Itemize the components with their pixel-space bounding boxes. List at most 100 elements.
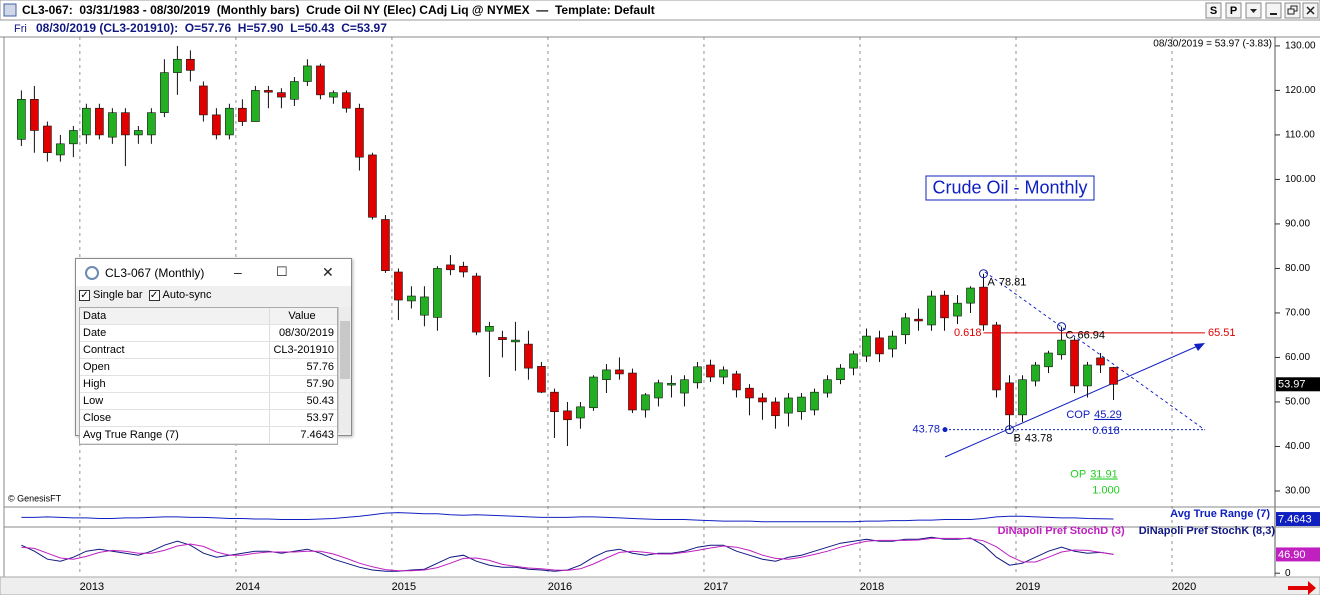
title-bar [0,0,1320,21]
restore-icon [1287,8,1295,15]
candle-body [329,92,338,98]
field-value: 08/30/2019 [278,327,334,339]
value-box [1276,547,1320,562]
button[interactable] [1205,2,1222,19]
button-label[interactable]: P [1230,5,1237,17]
x-tick-label: 2013 [80,581,104,593]
pivot-label: B 43.78 [1014,433,1053,445]
scroll-thumb[interactable] [340,321,350,379]
maximize-button[interactable]: ☐ [276,264,288,279]
candle-body [719,369,728,378]
candle-body [56,143,65,156]
candle-body [797,396,806,413]
checkbox[interactable]: ✓ [79,289,90,301]
minimize-button[interactable]: – [234,264,242,280]
grid-row: Close 53.97 [80,410,337,427]
candle-body [862,335,871,357]
candle-body [199,85,208,116]
scrollbar[interactable] [338,307,351,433]
status-bar: 08/30/2019 (CL3-201910): O=57.76 H=57.90… [36,21,387,35]
candle-body [589,376,598,409]
candle-body [836,367,845,381]
candle-body [992,324,1001,391]
y-tick-label: 60.00 [1285,352,1310,363]
candle-body [82,107,91,136]
column-header: Value [288,310,316,322]
y-tick-label: 70.00 [1285,308,1310,319]
retracement-value: 65.51 [1208,327,1236,339]
candle-body [420,296,429,316]
candle-body [459,265,468,273]
close-button[interactable]: ✕ [322,264,334,280]
trend-line [944,344,1201,458]
field-name: High [80,376,270,392]
candle-body [615,369,624,375]
status-day: Fri [14,23,27,35]
minimize-button[interactable] [1265,2,1282,19]
candle-body [849,353,858,369]
candle-body [875,337,884,355]
data-window-title: CL3-067 (Monthly) [105,265,205,280]
candle-body [238,107,247,122]
projection-name: COP [1066,409,1090,421]
candle-body [784,397,793,414]
candle-body [186,58,195,71]
candle-body [108,112,117,138]
candle-body [758,397,767,403]
value-box-label: 7.4643 [1278,513,1312,525]
projection-value: 45.29 [1094,409,1122,421]
candle-body [771,401,780,417]
candle-body [732,373,741,391]
candle-body [381,219,390,271]
candle-body [446,264,455,271]
candle-body [563,410,572,421]
candle-body [303,65,312,82]
candle-body [654,382,663,399]
candle-body [342,92,351,109]
field-name: Close [80,410,270,426]
candle-body [407,295,416,302]
support-dot [942,427,948,433]
y-tick-label: 0 [1285,568,1291,579]
candle-body [1018,379,1027,416]
copyright: © GenesisFT [8,493,62,503]
annotation: Crude Oil - Monthly [932,177,1087,197]
option-label[interactable]: Single bar [93,289,143,301]
pivot-name: C [1066,329,1074,341]
data-window[interactable]: CL3-067 (Monthly) – ☐ ✕ ✓ Single bar ✓ A… [75,258,352,445]
candle-body [966,287,975,304]
candle-body [17,99,26,140]
candle-body [511,339,520,343]
candle-body [1109,367,1118,385]
candle-body [1044,352,1053,368]
candle-body [1005,382,1014,416]
time-axis [0,576,1320,595]
candle-body [394,271,403,301]
option-label[interactable]: Auto-sync [162,289,212,301]
value-box [1276,512,1320,527]
candle-body [1070,339,1079,387]
y-tick-label: 110.00 [1285,130,1315,141]
button[interactable] [1225,2,1242,19]
candle-body [147,112,156,136]
close-icon [1306,6,1315,15]
button-label[interactable]: S [1210,5,1217,17]
checkbox[interactable]: ✓ [148,289,160,301]
candle-body [160,72,169,113]
candle-body [953,302,962,317]
candle-body [485,325,494,332]
grid-row: Date 08/30/2019 [80,325,337,342]
grid-row: High 57.90 [80,376,337,393]
pivot-marker [1005,425,1015,435]
scroll-arrow[interactable] [1288,581,1316,595]
y-tick-label: 130.00 [1285,41,1316,52]
pivot-label: A 78.81 [988,277,1027,289]
pivot-name: B [1014,433,1021,445]
indicator-line [21,537,1114,572]
candle-body [316,65,325,96]
value-box [1276,377,1320,392]
projection-label: OP 31.91 [1070,468,1117,480]
candle-body [706,364,715,378]
field-value: 7.4643 [300,429,334,441]
indicator-line [21,512,1114,523]
